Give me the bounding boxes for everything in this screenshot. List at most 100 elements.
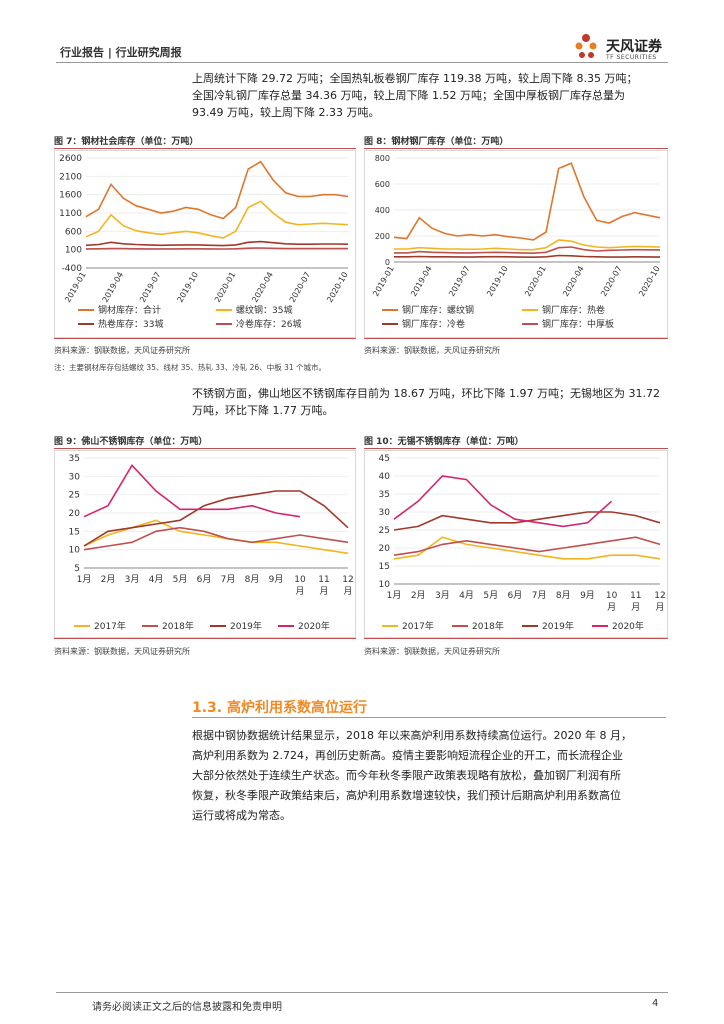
legend-label: 2018年 [162,620,194,632]
y-tick-label: 10 [379,580,391,590]
legend-label: 钢厂库存：冷卷 [402,318,465,330]
x-tick-label: 4月 [459,590,474,601]
fig8-source: 资料来源：钢联数据，天风证券研究所 [364,346,500,355]
body-line: 恢复，秋冬季限产政策结束后，高炉利用系数增速较快，我们预计后期高炉利用系数高位 [192,789,621,802]
x-tick-label: 2月 [411,590,426,601]
y-tick-label: 25 [379,526,390,536]
y-tick-label: 600 [65,227,82,237]
series-line-4 [393,475,613,528]
legend-label: 2017年 [94,620,126,632]
chart-frame [364,150,668,338]
body-line: 根据中钢协数据统计结果显示，2018 年以来高炉利用系数持续高位运行。2020 … [192,729,632,742]
fig9-source: 资料来源：钢联数据，天风证券研究所 [54,647,190,656]
body-paragraph: 根据中钢协数据统计结果显示，2018 年以来高炉利用系数持续高位运行。2020 … [192,726,666,826]
y-tick-label: 30 [379,508,391,518]
logo-icon [570,30,602,62]
section-title: 1.3. 高炉利用系数高位运行 [192,700,367,716]
series-line-1 [393,162,661,241]
intro-paragraph: 上周统计下降 29.72 万吨；全国热轧板卷钢厂库存 119.38 万吨，较上周… [192,70,666,121]
fig10-top-rule [364,448,668,449]
legend-label: 钢厂库存：中厚板 [542,318,614,330]
intro-line: 93.49 万吨，较上周下降 2.33 万吨。 [192,106,380,119]
x-tick-label: 7月 [532,590,547,601]
x-tick-sublabel: 月 [319,586,328,597]
intro-line: 全国冷轧钢厂库存总量 34.36 万吨，较上周下降 1.52 万吨；全国中厚板钢… [192,89,625,102]
y-tick-label: 25 [69,491,80,501]
x-tick-label: 12 [342,575,353,585]
y-tick-label: 800 [375,154,390,163]
fig7-top-rule [54,148,356,149]
x-tick-label: 1月 [77,574,92,585]
stainless-line: 万吨，环比下降 1.77 万吨。 [192,404,334,417]
footer-divider [56,992,668,993]
y-tick-label: 1600 [59,191,82,201]
series-line-4 [83,463,301,518]
fig10-bottom-rule [364,638,668,639]
x-tick-sublabel: 月 [295,586,304,597]
header-divider [56,62,668,63]
legend-label: 钢材库存：合计 [98,304,161,316]
legend-label: 螺纹钢：35城 [236,304,292,316]
series-line-2 [394,239,661,251]
x-tick-label: 6月 [508,590,523,601]
y-tick-label: 100 [65,246,82,256]
x-tick-label: 6月 [197,574,212,585]
y-tick-label: 5 [74,564,80,574]
stainless-line: 不锈钢方面，佛山地区不锈钢库存目前为 18.67 万吨，环比下降 1.97 万吨… [192,387,660,400]
legend-label: 2018年 [472,620,504,632]
legend-label: 2020年 [612,620,644,632]
series-line-2 [393,536,661,556]
y-tick-label: 200 [375,232,390,241]
x-tick-label: 5月 [173,574,188,585]
fig7-bottom-rule [54,338,356,339]
x-tick-sublabel: 月 [631,602,640,613]
x-tick-label: 4月 [149,574,164,585]
chart-frame [364,450,668,638]
y-tick-label: 1100 [59,209,82,219]
y-tick-label: 45 [379,454,390,464]
y-tick-label: 400 [375,206,390,215]
x-tick-label: 1月 [387,590,402,601]
logo-name: 天风证券 [606,39,662,55]
series-line-3 [83,490,349,547]
stainless-paragraph: 不锈钢方面，佛山地区不锈钢库存目前为 18.67 万吨，环比下降 1.97 万吨… [192,385,666,419]
x-tick-label: 9月 [269,574,284,585]
y-tick-label: 0 [385,258,390,267]
y-tick-label: 15 [379,562,390,572]
legend-label: 热卷库存：33城 [98,318,163,330]
legend-label: 2019年 [542,620,574,632]
y-tick-label: 15 [69,527,80,537]
series-line-3 [394,254,661,259]
fig8-bottom-rule [364,338,668,339]
y-tick-label: 30 [69,472,81,482]
x-tick-label: 2月 [101,574,116,585]
legend-label: 钢厂库存：热卷 [542,304,605,316]
y-tick-label: 40 [379,472,391,482]
y-tick-label: 2600 [59,154,82,164]
y-tick-label: 35 [69,454,80,464]
fig10-title: 图 10：无锡不锈钢库存（单位：万吨） [364,437,524,447]
x-tick-label: 11 [630,591,641,601]
fig9-top-rule [54,448,356,449]
series-line-3 [85,240,349,247]
logo-subtitle: TF SECURITIES [606,54,657,61]
x-tick-label: 8月 [556,590,571,601]
fig7-note: 注：主要钢材库存包括螺纹 35、线材 35、热轧 33、冷轧 26、中板 31 … [54,363,327,372]
legend-label: 2017年 [402,620,434,632]
fig9-bottom-rule [54,638,356,639]
fig7-title: 图 7：钢材社会库存（单位：万吨） [54,137,199,147]
y-tick-label: -400 [62,264,83,274]
legend-label: 钢厂库存：螺纹钢 [402,304,474,316]
x-tick-sublabel: 月 [343,586,352,597]
chart-frame [54,450,356,638]
body-line: 运行或将成为常态。 [192,809,291,822]
y-tick-label: 20 [379,544,391,554]
legend-label: 冷卷库存：26城 [236,318,301,330]
series-line-2 [83,526,349,551]
page-number: 4 [652,998,659,1009]
series-line-4 [394,246,661,255]
x-tick-label: 8月 [245,574,260,585]
series-line-1 [393,536,661,560]
